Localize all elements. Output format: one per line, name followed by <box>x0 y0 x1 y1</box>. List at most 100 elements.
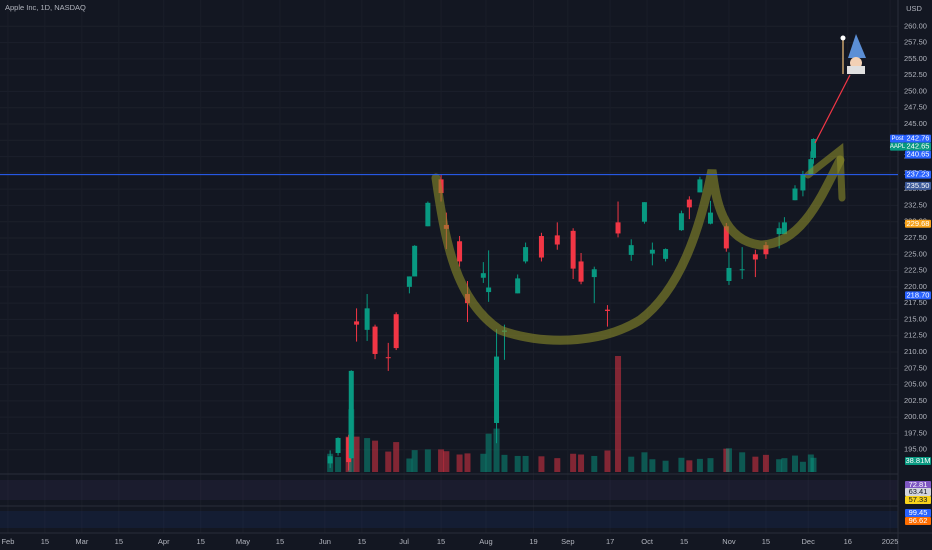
candle-body <box>697 179 703 193</box>
y-tick-label: 257.50 <box>904 38 927 47</box>
volume-bar <box>686 460 693 472</box>
volume-bar <box>406 458 413 472</box>
candle-body <box>726 267 732 281</box>
price-label-text: 237.23 <box>907 170 930 179</box>
volume-bar <box>554 458 561 472</box>
candle-body <box>538 236 544 258</box>
candle-body <box>393 314 399 349</box>
candle-body <box>335 437 341 453</box>
volume-bar <box>604 450 611 472</box>
price-label-box <box>905 291 931 300</box>
x-tick-label: 19 <box>529 537 537 546</box>
x-tick-label: 15 <box>197 537 205 546</box>
candle-body <box>486 287 492 293</box>
candle-body <box>707 212 713 224</box>
volume-bar <box>493 428 500 472</box>
volume-label-text: 38.81M <box>905 456 930 465</box>
volume-bar <box>411 450 418 472</box>
candle-body <box>810 138 816 158</box>
candle-body <box>372 326 378 354</box>
volume-bar <box>578 454 585 472</box>
price-label-text: 242.76 <box>907 134 930 143</box>
volume-bar <box>456 454 463 472</box>
volume-bar <box>570 453 577 472</box>
candle-body <box>591 269 597 278</box>
candle-body <box>776 228 782 235</box>
x-tick-label: 15 <box>437 537 445 546</box>
indicator-label-text: 72.81 <box>909 480 928 489</box>
candle-body <box>800 174 806 191</box>
price-label-box <box>905 181 931 190</box>
indicator-label-box <box>905 509 931 517</box>
indicator-label: 99.45 <box>905 508 931 517</box>
price-label-box <box>905 150 931 159</box>
volume-bar <box>480 453 487 472</box>
indicator-label-box <box>905 496 931 504</box>
candle-body <box>523 247 529 262</box>
volume-bar <box>522 455 529 472</box>
price-label-text: 229.68 <box>907 219 930 228</box>
indicator-label-text: 99.45 <box>909 508 928 517</box>
indicator-label-text: 63.41 <box>909 487 928 496</box>
y-tick-label: 222.50 <box>904 266 927 275</box>
candle-body <box>604 309 610 311</box>
price-label-tag-box <box>890 142 905 151</box>
volume-bar <box>776 459 783 472</box>
y-tick-label: 245.00 <box>904 119 927 128</box>
price-label-tag: AAPL <box>890 144 906 150</box>
volume-bar <box>628 456 635 472</box>
candle-body <box>578 261 584 282</box>
currency: USD <box>906 4 922 13</box>
price-label-tag-box <box>890 134 905 143</box>
candle-body <box>649 249 655 254</box>
candle-body <box>792 188 798 201</box>
y-tick-label: 210.00 <box>904 347 927 356</box>
candle-body <box>425 202 431 227</box>
volume-bar <box>615 356 622 472</box>
candle-body <box>480 273 486 278</box>
candle-body <box>615 222 621 234</box>
x-tick-label: 15 <box>41 537 49 546</box>
candle-body <box>554 235 560 245</box>
volume-bar <box>641 452 648 472</box>
candle-body <box>385 357 391 359</box>
candle-body <box>686 199 692 208</box>
target-line <box>814 74 851 144</box>
volume-bar <box>662 460 669 472</box>
y-tick-label: 247.50 <box>904 103 927 112</box>
volume-bar <box>424 449 431 472</box>
volume-bar <box>762 454 769 472</box>
y-tick-label: 195.00 <box>904 445 927 454</box>
x-tick-label: 15 <box>115 537 123 546</box>
x-tick-label: Apr <box>158 537 170 546</box>
indicator-label-box <box>905 488 931 496</box>
y-tick-label: 207.50 <box>904 363 927 372</box>
candle-body <box>763 245 769 255</box>
x-tick-label: Jun <box>319 537 331 546</box>
volume-bar <box>810 457 817 472</box>
y-tick-label: 250.00 <box>904 86 927 95</box>
x-tick-label: 15 <box>358 537 366 546</box>
x-tick-label: 17 <box>606 537 614 546</box>
y-tick-label: 227.50 <box>904 233 927 242</box>
price-label: 229.68 <box>905 219 931 228</box>
candle-body <box>346 437 352 463</box>
y-tick-label: 202.50 <box>904 396 927 405</box>
price-label: 240.65 <box>905 150 931 159</box>
price-label: 235.50 <box>905 181 931 190</box>
volume-bar <box>725 448 732 472</box>
volume-bar <box>538 456 545 472</box>
volume-bar <box>791 455 798 472</box>
y-tick-label: 255.00 <box>904 54 927 63</box>
candle-body <box>678 213 684 231</box>
volume-bar <box>696 458 703 472</box>
price-label-box <box>905 142 931 151</box>
cup-drawing <box>431 155 845 345</box>
volume-bar <box>385 451 392 472</box>
grid <box>0 0 898 533</box>
y-tick-label: 205.00 <box>904 380 927 389</box>
x-tick-label: 15 <box>276 537 284 546</box>
y-tick-label: 217.50 <box>904 298 927 307</box>
volume-bar <box>364 438 371 472</box>
